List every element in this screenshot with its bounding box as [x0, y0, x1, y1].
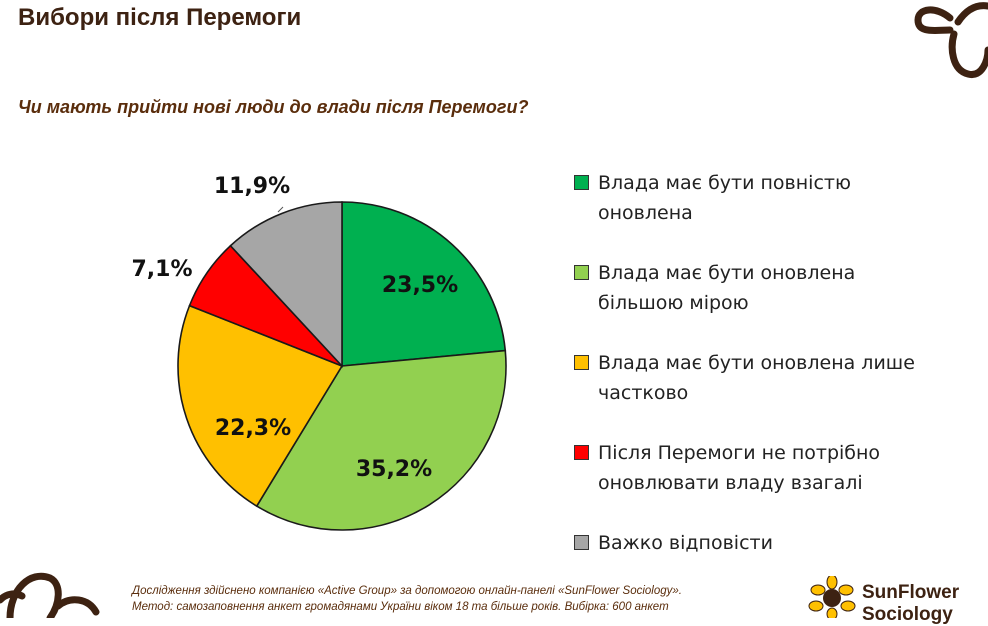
pie-slice	[229, 201, 343, 369]
brand-name: SunFlower Sociology	[862, 582, 959, 626]
pie-slice	[255, 349, 507, 531]
sunflower-decor-top-icon	[914, 2, 988, 79]
pie-data-label: 23,5%	[382, 273, 458, 298]
legend-label-line2: оновлена	[598, 202, 693, 224]
brand-name-line2: Sociology	[862, 604, 953, 625]
pie-data-label: 11,9%	[214, 174, 290, 199]
legend-item: Влада має бути оновлена більшою мірою	[574, 258, 974, 348]
legend-swatch	[574, 175, 589, 190]
sunflower-decor-bottom-icon	[0, 572, 100, 618]
legend-item: Влада має бути оновлена лише частково	[574, 348, 974, 438]
pie-data-label: 35,2%	[356, 457, 432, 482]
label-leader-line	[277, 206, 284, 213]
chart-question: Чи мають прийти нові люди до влади після…	[18, 97, 529, 117]
legend-swatch	[574, 445, 589, 460]
legend-label-line1: Влада має бути оновлена лише	[598, 352, 915, 374]
brand-name-line1: SunFlower	[862, 582, 960, 603]
footnote-line1: Дослідження здійснено компанією «Active …	[132, 585, 682, 597]
pie-slice	[177, 304, 344, 508]
legend-swatch	[574, 265, 589, 280]
footnote-line2: Метод: самозаповнення анкет громадянами …	[132, 601, 669, 613]
legend-label-line1: Влада має бути повністю	[598, 172, 851, 194]
legend-label-line1: Влада має бути оновлена	[598, 262, 856, 284]
legend-label-line1: Важко відповісти	[598, 532, 773, 554]
pie-slice	[341, 201, 507, 367]
survey-footnote: Дослідження здійснено компанією «Active …	[132, 583, 682, 615]
legend-label-line1: Після Перемоги не потрібно	[598, 442, 881, 464]
pie-data-label: 7,1%	[131, 257, 192, 282]
legend-item: Влада має бути повністю оновлена	[574, 168, 974, 258]
legend-swatch	[574, 535, 589, 550]
legend-label-line2: більшою мірою	[598, 292, 749, 314]
legend-item: Важко відповісти	[574, 528, 974, 564]
page-title: Вибори після Перемоги	[18, 4, 302, 31]
legend-label-line2: частково	[598, 382, 689, 404]
legend-item: Після Перемоги не потрібно оновлювати вл…	[574, 438, 974, 528]
legend-swatch	[574, 355, 589, 370]
chart-legend: Влада має бути повністю оновлена Влада м…	[574, 168, 974, 564]
pie-data-label: 22,3%	[215, 416, 291, 441]
sunflower-logo-icon	[808, 576, 856, 618]
legend-label-line2: оновлювати владу взагалі	[598, 472, 863, 494]
